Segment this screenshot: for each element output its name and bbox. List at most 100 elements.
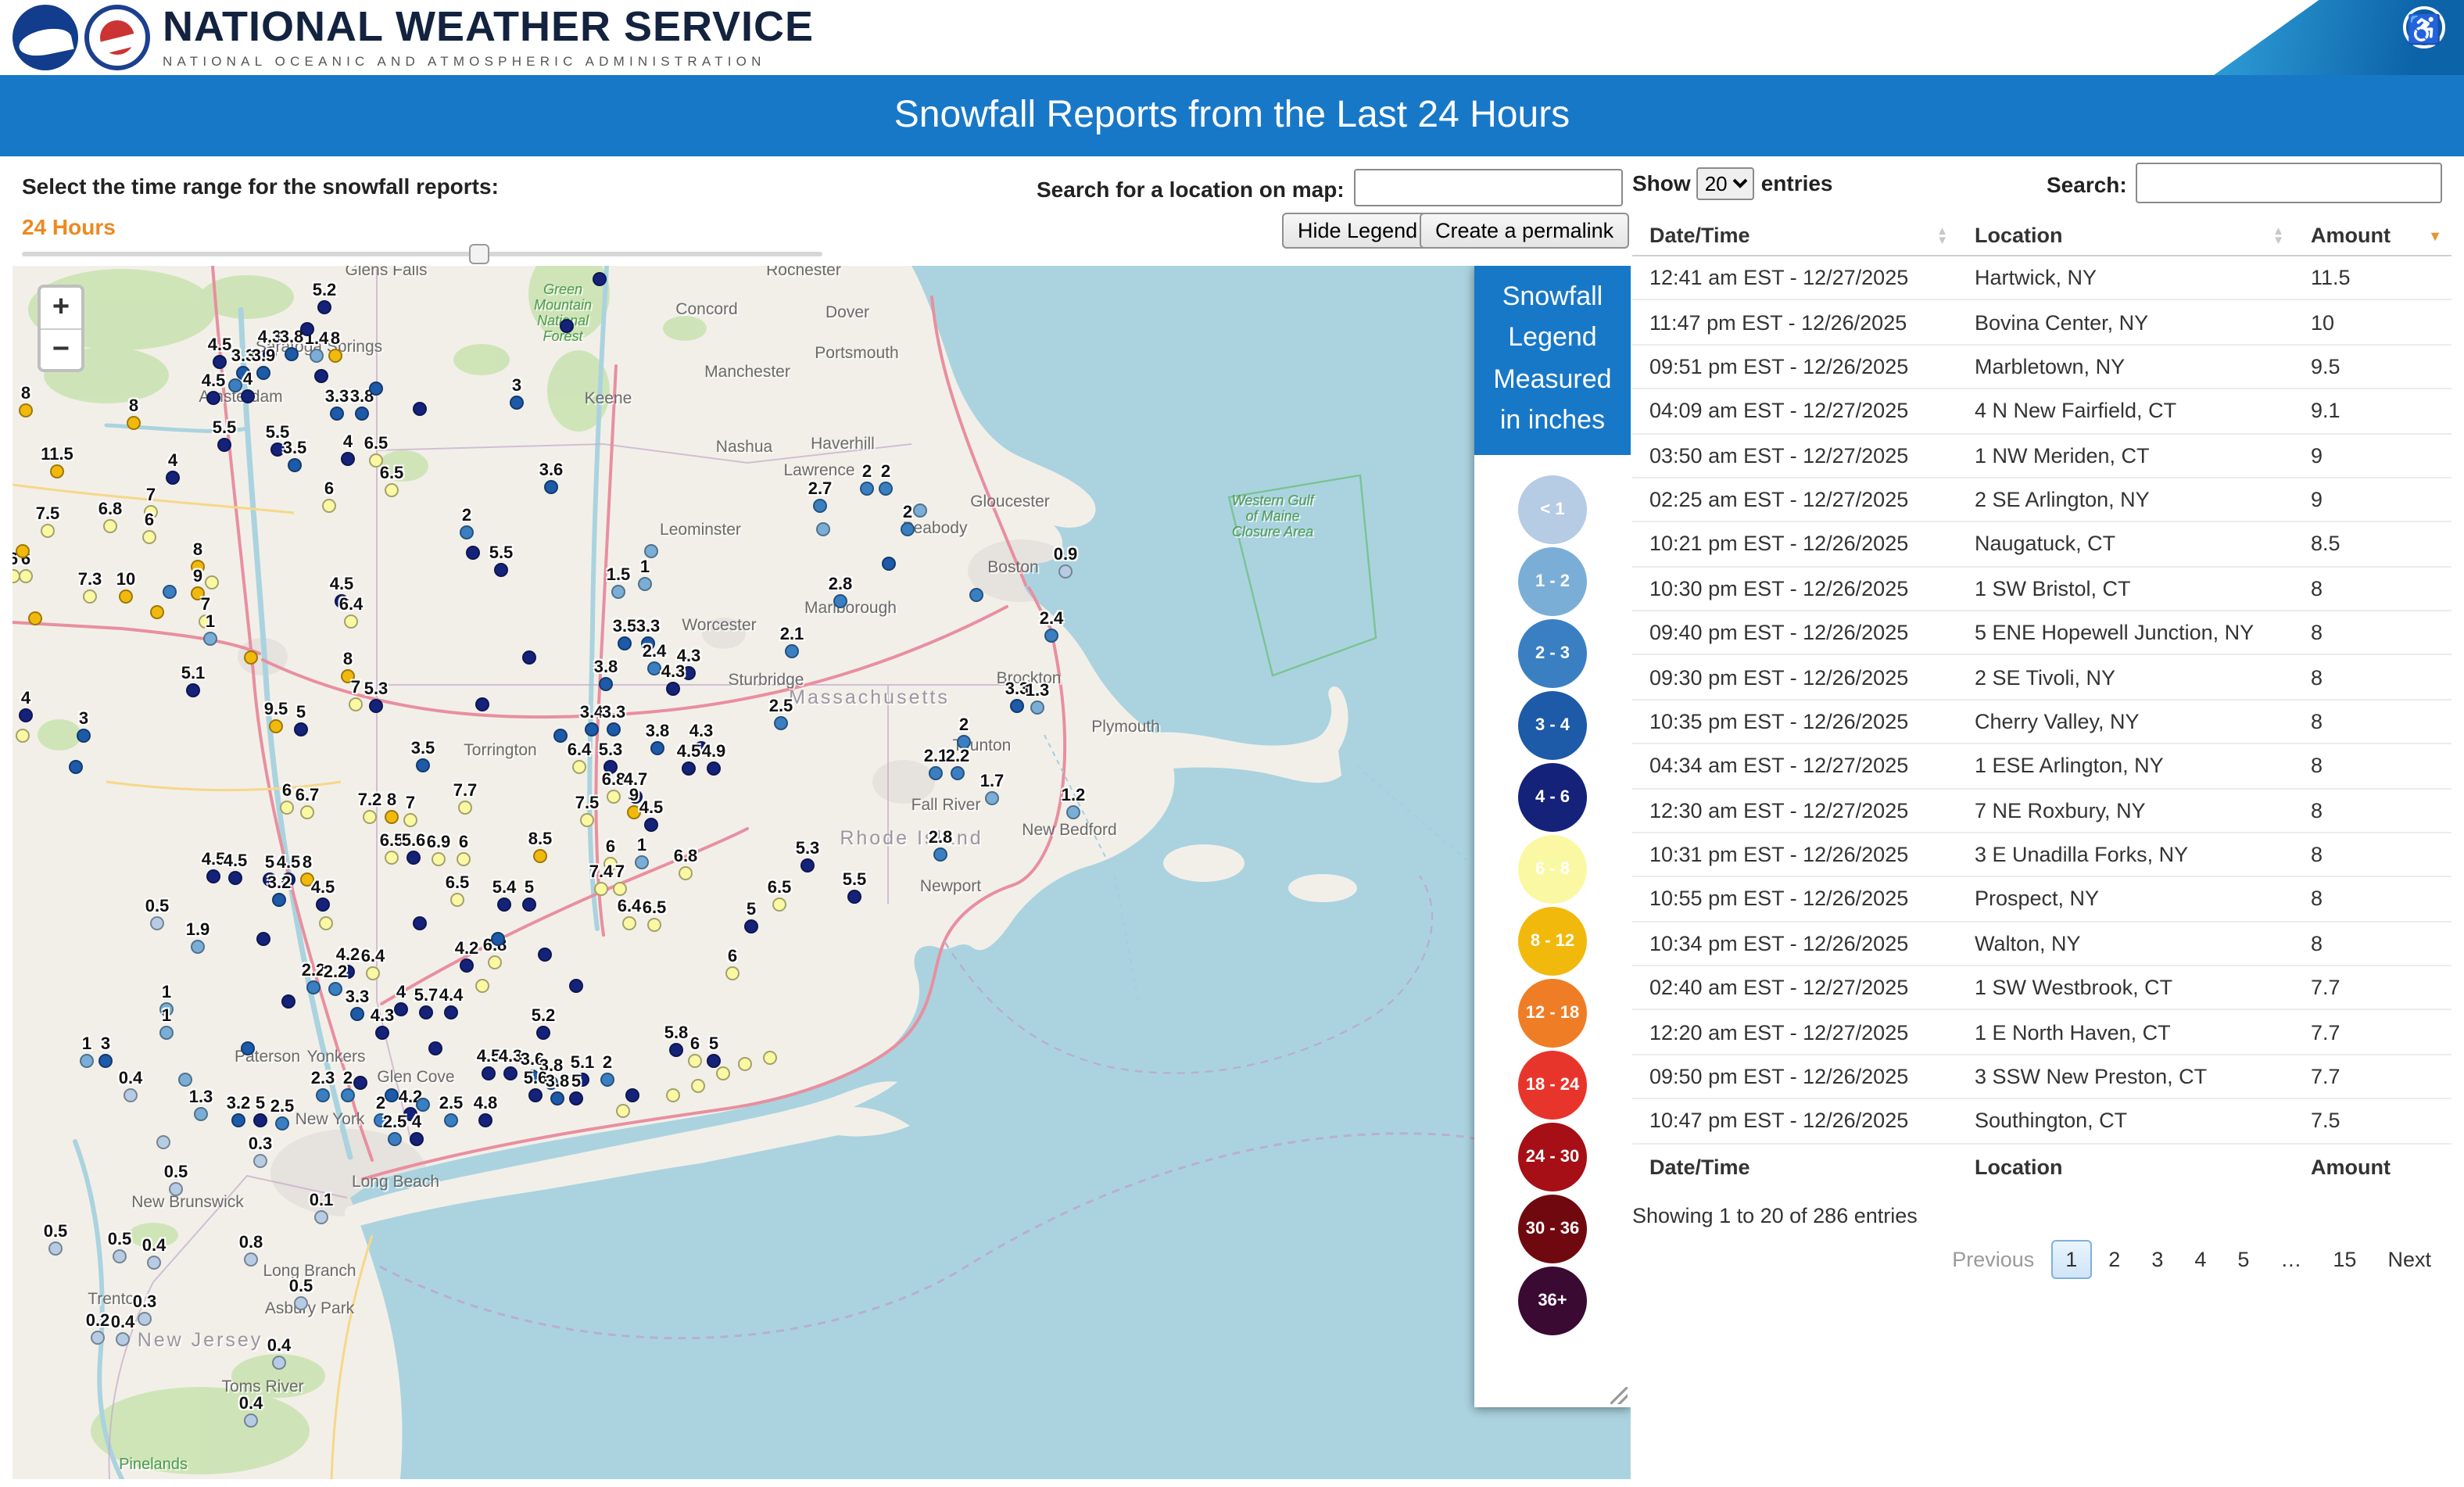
pagination-page-2[interactable]: 2: [2108, 1247, 2121, 1270]
snow-report-dot[interactable]: 2.8: [929, 829, 952, 862]
table-row[interactable]: 04:09 am EST - 12/27/2025 4 N New Fairfie…: [1632, 389, 2451, 435]
snow-report-dot[interactable]: 8: [191, 541, 205, 574]
snow-report-dot[interactable]: [522, 650, 536, 665]
pagination-page-4[interactable]: 4: [2194, 1247, 2207, 1270]
snow-report-dot[interactable]: 3.5: [283, 439, 306, 472]
snow-report-dot[interactable]: [28, 611, 42, 625]
snow-report-dot[interactable]: [369, 382, 383, 396]
table-row[interactable]: 12:30 am EST - 12/27/2025 7 NE Roxbury, N…: [1632, 788, 2451, 833]
snow-report-dot[interactable]: [560, 319, 574, 333]
snow-report-dot[interactable]: [178, 1073, 192, 1087]
table-row[interactable]: 12:41 am EST - 12/27/2025 Hartwick, NY 11.…: [1632, 256, 2451, 301]
snow-report-dot[interactable]: 6: [725, 948, 740, 980]
snow-report-dot[interactable]: 1.2: [1062, 786, 1085, 819]
pagination-page-3[interactable]: 3: [2151, 1247, 2164, 1270]
table-row[interactable]: 10:55 pm EST - 12/26/2025 Prospect, NY 8: [1632, 876, 2451, 923]
snow-report-dot[interactable]: 4.5: [208, 336, 231, 369]
snow-report-dot[interactable]: 5: [707, 1035, 721, 1068]
snow-report-dot[interactable]: 5.1: [181, 665, 205, 697]
snow-report-dot[interactable]: 2: [341, 1070, 355, 1102]
snow-report-dot[interactable]: 8: [300, 854, 314, 887]
snow-report-dot[interactable]: 6.5: [364, 435, 388, 468]
snow-report-dot[interactable]: 4.5: [202, 372, 225, 405]
snow-report-dot[interactable]: 9.5: [264, 701, 288, 733]
snow-report-dot[interactable]: 1.9: [186, 921, 210, 954]
snow-report-dot[interactable]: 0.4: [142, 1237, 166, 1270]
snow-report-dot[interactable]: [353, 1076, 367, 1090]
snow-report-dot[interactable]: [538, 948, 552, 962]
snow-report-dot[interactable]: 3.3: [602, 704, 625, 736]
snow-report-dot[interactable]: 8: [385, 791, 399, 824]
snow-report-dot[interactable]: 4.3: [677, 647, 700, 680]
snow-report-dot[interactable]: 6.7: [295, 786, 319, 819]
snow-report-dot[interactable]: 5.4: [492, 879, 516, 912]
snow-report-dot[interactable]: 3.5: [613, 618, 636, 650]
snow-report-dot[interactable]: [385, 1088, 399, 1102]
snow-report-dot[interactable]: [428, 1041, 442, 1055]
snow-report-dot[interactable]: 4: [166, 452, 180, 485]
snow-report-dot[interactable]: 5.6: [524, 1070, 547, 1102]
table-row[interactable]: 04:34 am EST - 12/27/2025 1 ESE Arlington…: [1632, 744, 2451, 790]
table-row[interactable]: 09:50 pm EST - 12/26/2025 3 SSW New Prest…: [1632, 1054, 2451, 1100]
snow-report-dot[interactable]: 5.5: [266, 424, 289, 457]
create-permalink-button[interactable]: Create a permalink: [1420, 213, 1630, 249]
snow-report-dot[interactable]: 0.5: [164, 1163, 188, 1196]
snow-report-dot[interactable]: [244, 650, 258, 665]
snow-report-dot[interactable]: 3.2: [267, 874, 291, 907]
snow-report-dot[interactable]: 6: [603, 838, 618, 871]
pagination-next[interactable]: Next: [2387, 1247, 2431, 1270]
snow-report-dot[interactable]: 3.8: [539, 1057, 563, 1090]
snow-report-dot[interactable]: 4.3: [499, 1048, 522, 1080]
snow-report-dot[interactable]: 4.7: [624, 771, 647, 804]
snow-report-dot[interactable]: 2.7: [808, 480, 832, 513]
snow-report-dot[interactable]: 6: [13, 550, 20, 583]
column-header-datetime[interactable]: Date/Time ▲ ▼: [1632, 216, 1957, 256]
snow-report-dot[interactable]: 2.2: [302, 962, 325, 994]
snow-report-dot[interactable]: [913, 503, 927, 518]
snow-report-dot[interactable]: 2.8: [829, 575, 852, 608]
snow-report-dot[interactable]: 5.6: [402, 832, 425, 865]
snow-report-dot[interactable]: 5: [294, 704, 308, 736]
snow-report-dot[interactable]: [16, 729, 30, 743]
snow-report-dot[interactable]: 0.2: [86, 1312, 109, 1345]
table-row[interactable]: 10:30 pm EST - 12/26/2025 1 SW Bristol, C…: [1632, 566, 2451, 612]
zoom-out-button[interactable]: −: [41, 328, 81, 369]
snow-report-dot[interactable]: 0.3: [133, 1293, 156, 1326]
snow-report-dot[interactable]: 7: [199, 596, 213, 629]
snow-report-dot[interactable]: 2: [600, 1054, 614, 1087]
snow-report-dot[interactable]: 2.3: [311, 1070, 335, 1102]
snow-report-dot[interactable]: [644, 544, 658, 558]
snow-report-dot[interactable]: 4.8: [474, 1095, 497, 1127]
snow-report-dot[interactable]: [205, 575, 219, 589]
snow-report-dot[interactable]: 4.5: [330, 575, 353, 608]
snow-report-dot[interactable]: 6.4: [361, 948, 385, 980]
table-row[interactable]: 09:40 pm EST - 12/26/2025 5 ENE Hopewell …: [1632, 611, 2451, 656]
snow-report-dot[interactable]: [319, 916, 333, 930]
snow-report-dot[interactable]: 6.8: [674, 847, 697, 880]
snow-report-dot[interactable]: 6.5: [446, 874, 469, 907]
snow-report-dot[interactable]: [553, 729, 568, 743]
snow-report-dot[interactable]: 7.2: [358, 791, 381, 824]
snow-report-dot[interactable]: 0.1: [310, 1191, 333, 1224]
snow-report-dot[interactable]: 3: [510, 377, 524, 410]
snow-report-dot[interactable]: 7: [403, 794, 417, 827]
snow-report-dot[interactable]: 4.3: [258, 328, 281, 361]
snow-report-dot[interactable]: 2.5: [383, 1113, 406, 1146]
snow-report-dot[interactable]: 6.4: [618, 898, 641, 930]
snow-report-dot[interactable]: [616, 1104, 630, 1118]
table-row[interactable]: 02:40 am EST - 12/27/2025 1 SW Westbrook,…: [1632, 966, 2451, 1011]
snow-report-dot[interactable]: [625, 1088, 639, 1102]
time-range-slider[interactable]: [22, 244, 822, 264]
snow-report-dot[interactable]: 0.4: [119, 1070, 142, 1102]
snow-report-dot[interactable]: 1.7: [980, 772, 1004, 805]
snow-report-dot[interactable]: 2: [957, 716, 971, 749]
snow-report-dot[interactable]: 4.5: [224, 852, 247, 885]
snow-report-dot[interactable]: 4.3: [661, 663, 685, 696]
snow-report-dot[interactable]: 3.9: [252, 347, 275, 380]
snow-report-dot[interactable]: 11.5: [41, 446, 73, 478]
snow-report-dot[interactable]: 9: [627, 786, 641, 819]
snow-report-dot[interactable]: [763, 1051, 777, 1065]
table-row[interactable]: 10:34 pm EST - 12/26/2025 Walton, NY 8: [1632, 921, 2451, 967]
snow-report-dot[interactable]: 8: [341, 650, 355, 683]
pagination-previous[interactable]: Previous: [1952, 1247, 2035, 1270]
